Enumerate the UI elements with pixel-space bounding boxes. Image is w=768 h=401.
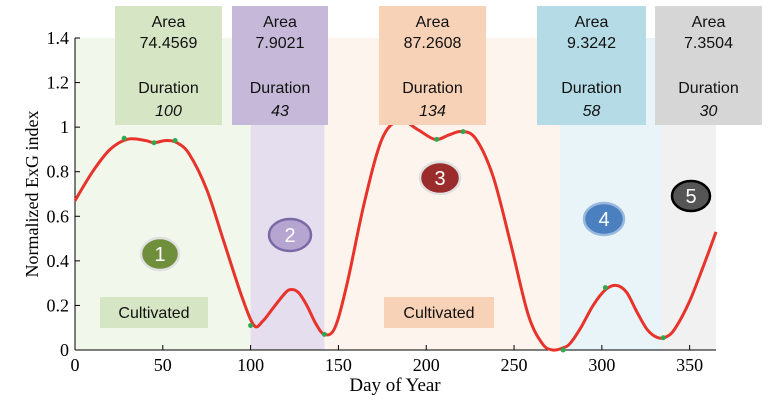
x-tick-label: 350 — [676, 355, 703, 375]
phase-circle-3 — [418, 160, 462, 196]
duration-label: Duration — [138, 80, 198, 97]
y-tick-label: 1 — [60, 117, 69, 137]
cultivated-annotations: Cultivated Cultivated — [100, 297, 494, 328]
area-label: Area — [416, 14, 450, 31]
phase-number: 3 — [434, 168, 445, 190]
phase-circle-1 — [139, 236, 181, 272]
cultivated-label-bg — [100, 297, 208, 328]
x-tick-label: 300 — [588, 355, 615, 375]
area-value: 7.9021 — [256, 35, 305, 52]
duration-value: 43 — [271, 103, 289, 120]
series-markers — [121, 117, 666, 353]
duration-value: 134 — [419, 103, 446, 120]
y-tick-label: 1.4 — [47, 28, 70, 48]
duration-label: Duration — [561, 80, 621, 97]
x-tick-label: 250 — [501, 355, 528, 375]
x-tick-label: 150 — [325, 355, 352, 375]
area-label: Area — [152, 14, 186, 31]
area-value: 74.4569 — [140, 35, 198, 52]
duration-label: Duration — [402, 80, 462, 97]
info-boxes: Area 74.4569 Duration 100 Area 7.9021 Duration… — [115, 6, 762, 125]
data-point — [434, 136, 440, 142]
y-tick-label: 1.2 — [47, 73, 70, 93]
area-label: Area — [263, 14, 297, 31]
axes — [74, 38, 716, 351]
x-tick-label: 0 — [71, 355, 80, 375]
area-label: Area — [575, 14, 609, 31]
data-point — [151, 140, 157, 146]
phase-circle-4 — [582, 201, 626, 237]
phase-number: 5 — [685, 186, 696, 208]
info-box-5 — [655, 6, 762, 125]
cultivated-label-bg — [384, 297, 494, 328]
area-value: 87.2608 — [404, 35, 462, 52]
duration-value: 30 — [700, 103, 718, 120]
data-point — [560, 347, 566, 353]
info-box-3 — [379, 6, 486, 125]
y-axis-label: Normalized ExG index — [22, 111, 42, 278]
phase-circle-5 — [670, 179, 712, 213]
duration-value: 58 — [583, 103, 601, 120]
area-value: 9.3242 — [567, 35, 616, 52]
data-point — [248, 322, 254, 328]
area-value: 7.3504 — [684, 35, 733, 52]
data-point — [460, 129, 466, 135]
phase-number: 2 — [284, 225, 295, 247]
x-tick-label: 50 — [154, 355, 172, 375]
phase-circle-2 — [267, 217, 313, 253]
data-point — [172, 138, 178, 144]
info-box-2 — [232, 6, 328, 125]
data-point — [121, 135, 127, 141]
duration-label: Duration — [250, 80, 310, 97]
info-box-4 — [537, 6, 646, 125]
duration-value: 100 — [155, 103, 182, 120]
y-tick-label: 0.2 — [47, 295, 70, 315]
cultivated-label: Cultivated — [403, 305, 474, 322]
cultivated-label: Cultivated — [118, 305, 189, 322]
y-tick-label: 0.6 — [47, 206, 70, 226]
phase-markers: 1 2 3 4 5 — [139, 160, 712, 272]
area-label: Area — [692, 14, 726, 31]
x-tick-label: 200 — [413, 355, 440, 375]
y-tick-label: 0 — [60, 340, 69, 360]
x-tick-label: 100 — [237, 355, 264, 375]
x-axis-label: Day of Year — [349, 375, 441, 396]
y-tick-label: 0.8 — [47, 162, 70, 182]
data-point — [660, 335, 666, 341]
y-ticks: 0 0.2 0.4 0.6 0.8 1 1.2 1.4 — [47, 28, 80, 360]
y-tick-label: 0.4 — [47, 251, 70, 271]
x-ticks: 0 50 100 150 200 250 300 350 — [71, 345, 703, 375]
info-box-1 — [115, 6, 222, 125]
phase-number: 4 — [598, 209, 609, 231]
data-point — [321, 331, 327, 337]
duration-label: Duration — [678, 80, 738, 97]
data-point — [602, 285, 608, 291]
phase-number: 1 — [154, 244, 165, 266]
